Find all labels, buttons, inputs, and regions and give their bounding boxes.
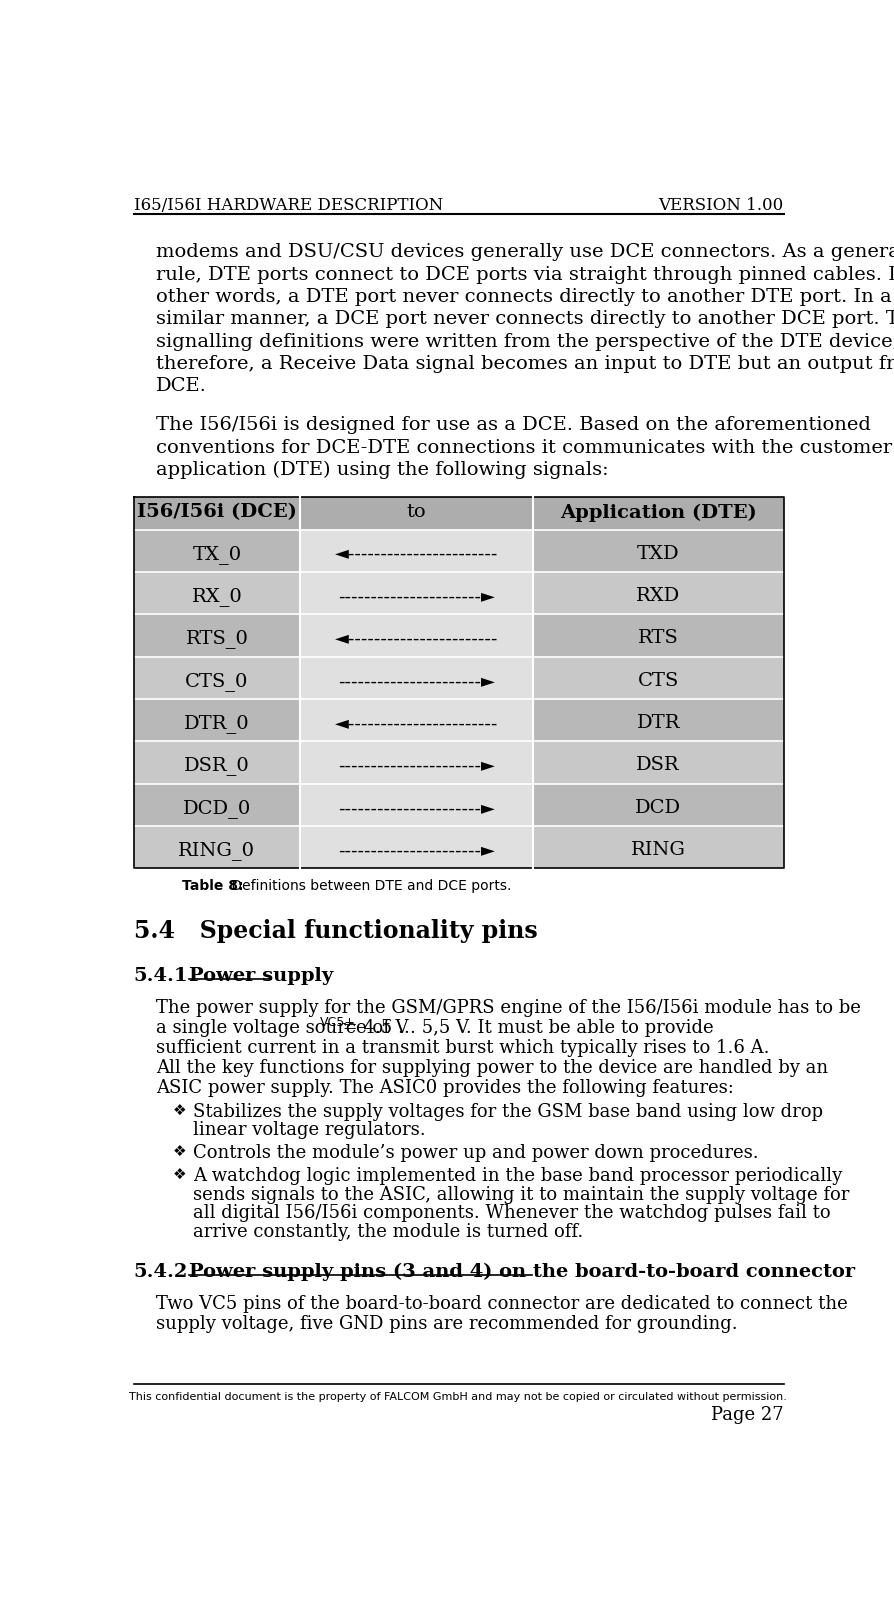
Text: Definitions between DTE and DCE ports.: Definitions between DTE and DCE ports. [226, 880, 510, 893]
Text: rule, DTE ports connect to DCE ports via straight through pinned cables. In: rule, DTE ports connect to DCE ports via… [156, 265, 894, 284]
Text: All the key functions for supplying power to the device are handled by an: All the key functions for supplying powe… [156, 1059, 827, 1078]
Text: A watchdog logic implemented in the base band processor periodically: A watchdog logic implemented in the base… [193, 1167, 841, 1185]
Text: ----------------------►: ----------------------► [338, 798, 494, 816]
Text: I65/I56I HARDWARE DESCRIPTION: I65/I56I HARDWARE DESCRIPTION [133, 196, 443, 214]
Text: RING: RING [630, 842, 685, 859]
Text: other words, a DTE port never connects directly to another DTE port. In a: other words, a DTE port never connects d… [156, 287, 890, 307]
Text: TXD: TXD [637, 545, 679, 562]
Bar [299, 572, 532, 615]
Text: DCD_0: DCD_0 [182, 798, 250, 818]
Text: Two VC5 pins of the board-to-board connector are dedicated to connect the: Two VC5 pins of the board-to-board conne… [156, 1295, 847, 1313]
Text: ❖: ❖ [173, 1143, 186, 1159]
Text: all digital I56/I56i components. Whenever the watchdog pulses fail to: all digital I56/I56i components. Wheneve… [193, 1204, 830, 1222]
Bar [133, 497, 783, 530]
Text: modems and DSU/CSU devices generally use DCE connectors. As a general: modems and DSU/CSU devices generally use… [156, 243, 894, 262]
Text: DSR_0: DSR_0 [184, 757, 249, 776]
Text: ----------------------►: ----------------------► [338, 842, 494, 859]
Bar [133, 784, 299, 826]
Text: ----------------------►: ----------------------► [338, 672, 494, 690]
Bar [532, 784, 783, 826]
Text: ----------------------►: ----------------------► [338, 757, 494, 775]
Text: = 4.5 … 5,5 V. It must be able to provide: = 4.5 … 5,5 V. It must be able to provid… [336, 1019, 713, 1038]
Bar [299, 656, 532, 699]
Bar [299, 699, 532, 741]
Bar [532, 656, 783, 699]
Text: DTR: DTR [636, 714, 679, 731]
Text: ◄-----------------------: ◄----------------------- [334, 629, 498, 647]
Text: VERSION 1.00: VERSION 1.00 [658, 196, 783, 214]
Text: Power supply: Power supply [190, 968, 333, 985]
Bar [133, 741, 299, 784]
Text: supply voltage, five GND pins are recommended for grounding.: supply voltage, five GND pins are recomm… [156, 1314, 737, 1333]
Text: I56/I56i (DCE): I56/I56i (DCE) [137, 503, 297, 522]
Text: sufficient current in a transmit burst which typically rises to 1.6 A.: sufficient current in a transmit burst w… [156, 1040, 769, 1057]
Text: DSR: DSR [636, 757, 679, 775]
Text: Page 27: Page 27 [711, 1405, 783, 1425]
Text: Power supply pins (3 and 4) on the board-to-board connector: Power supply pins (3 and 4) on the board… [190, 1263, 855, 1281]
Bar [299, 530, 532, 572]
Text: arrive constantly, the module is turned off.: arrive constantly, the module is turned … [193, 1223, 583, 1241]
Text: DTR_0: DTR_0 [184, 714, 249, 733]
Text: a single voltage source of V: a single voltage source of V [156, 1019, 408, 1038]
Bar [532, 615, 783, 656]
Text: Application (DTE): Application (DTE) [560, 503, 755, 522]
Bar [133, 530, 299, 572]
Text: The power supply for the GSM/GPRS engine of the I56/I56i module has to be: The power supply for the GSM/GPRS engine… [156, 1000, 860, 1017]
Text: 5.4   Special functionality pins: 5.4 Special functionality pins [133, 920, 536, 944]
Text: Stabilizes the supply voltages for the GSM base band using low drop: Stabilizes the supply voltages for the G… [193, 1102, 822, 1121]
Text: This confidential document is the property of FALCOM GmbH and may not be copied : This confidential document is the proper… [130, 1393, 787, 1402]
Bar [133, 656, 299, 699]
Text: similar manner, a DCE port never connects directly to another DCE port. The: similar manner, a DCE port never connect… [156, 310, 894, 329]
Bar [532, 530, 783, 572]
Text: DCE.: DCE. [156, 377, 207, 394]
Text: to: to [406, 503, 426, 522]
Bar [299, 784, 532, 826]
Text: RTS: RTS [637, 629, 678, 647]
Text: Controls the module’s power up and power down procedures.: Controls the module’s power up and power… [193, 1143, 758, 1163]
Bar [299, 741, 532, 784]
Text: ASIC power supply. The ASIC0 provides the following features:: ASIC power supply. The ASIC0 provides th… [156, 1080, 733, 1097]
Text: linear voltage regulators.: linear voltage regulators. [193, 1121, 426, 1139]
Text: 5.4.2: 5.4.2 [133, 1263, 188, 1281]
Text: ----------------------►: ----------------------► [338, 588, 494, 605]
Bar [299, 826, 532, 869]
Bar [532, 741, 783, 784]
Bar [532, 699, 783, 741]
Text: RX_0: RX_0 [191, 588, 242, 605]
Text: conventions for DCE-DTE connections it communicates with the customer: conventions for DCE-DTE connections it c… [156, 439, 891, 457]
Text: VC5+: VC5+ [319, 1016, 355, 1028]
Text: signalling definitions were written from the perspective of the DTE device;: signalling definitions were written from… [156, 332, 894, 351]
Text: ◄-----------------------: ◄----------------------- [334, 714, 498, 731]
Text: TX_0: TX_0 [192, 545, 241, 564]
Bar [133, 826, 299, 869]
Bar [133, 699, 299, 741]
Text: Table 8:: Table 8: [181, 880, 243, 893]
Text: sends signals to the ASIC, allowing it to maintain the supply voltage for: sends signals to the ASIC, allowing it t… [193, 1185, 848, 1204]
Bar [532, 572, 783, 615]
Text: RTS_0: RTS_0 [185, 629, 248, 648]
Text: DCD: DCD [635, 798, 680, 816]
Text: ◄-----------------------: ◄----------------------- [334, 545, 498, 562]
Bar [532, 826, 783, 869]
Text: RXD: RXD [636, 588, 679, 605]
Text: CTS_0: CTS_0 [185, 672, 249, 690]
Text: RING_0: RING_0 [178, 842, 255, 861]
Text: CTS: CTS [637, 672, 679, 690]
Text: ❖: ❖ [173, 1167, 186, 1182]
Text: ❖: ❖ [173, 1102, 186, 1118]
Text: 5.4.1: 5.4.1 [133, 968, 188, 985]
Text: therefore, a Receive Data signal becomes an input to DTE but an output from: therefore, a Receive Data signal becomes… [156, 355, 894, 372]
Text: application (DTE) using the following signals:: application (DTE) using the following si… [156, 462, 608, 479]
Bar [133, 572, 299, 615]
Bar [299, 615, 532, 656]
Bar [133, 615, 299, 656]
Text: The I56/I56i is designed for use as a DCE. Based on the aforementioned: The I56/I56i is designed for use as a DC… [156, 417, 870, 434]
